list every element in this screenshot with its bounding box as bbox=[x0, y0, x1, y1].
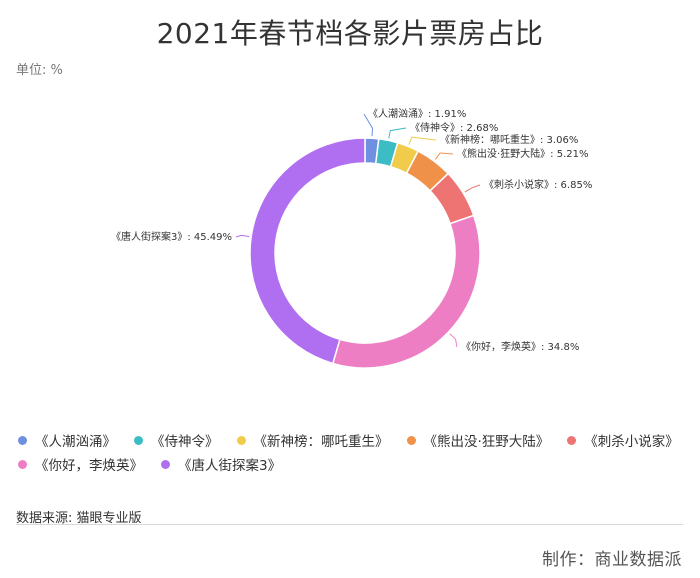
legend-item[interactable]: 《你好，李焕英》 bbox=[18, 454, 143, 474]
legend-row: 《你好，李焕英》 《唐人街探案3》 bbox=[18, 452, 698, 476]
legend-item[interactable]: 《新神榜：哪吒重生》 bbox=[236, 430, 389, 450]
legend-label: 《唐人街探案3》 bbox=[178, 458, 282, 474]
slice-7 bbox=[249, 137, 366, 365]
data-label-6: 《你好，李焕英》: 34.8% bbox=[461, 340, 579, 353]
legend-item[interactable]: 《人潮汹涌》 bbox=[18, 430, 116, 450]
legend-label: 《熊出没·狂野大陆》 bbox=[423, 434, 550, 450]
legend-marker bbox=[406, 435, 416, 445]
data-source: 数据来源: 猫眼专业版 bbox=[16, 511, 142, 526]
leader-line-3 bbox=[408, 136, 437, 145]
leader-line-5 bbox=[464, 184, 481, 193]
legend-marker bbox=[18, 435, 27, 445]
data-label-1: 《人潮汹涌》: 1.91% bbox=[368, 107, 466, 120]
chart-title: 2021年春节档各影片票房占比 bbox=[156, 17, 544, 50]
data-label-5: 《刺杀小说家》: 6.85% bbox=[484, 178, 592, 191]
legend-item[interactable]: 《熊出没·狂野大陆》 bbox=[406, 430, 550, 450]
legend-label: 《人潮汹涌》 bbox=[35, 434, 116, 450]
leader-line-1 bbox=[363, 113, 374, 137]
leader-line-6 bbox=[449, 333, 458, 348]
legend-marker bbox=[161, 459, 170, 469]
data-label-7: 《唐人街探案3》: 45.49% bbox=[111, 230, 232, 243]
legend-label: 《新神榜：哪吒重生》 bbox=[253, 434, 389, 450]
legend-label: 《你好，李焕英》 bbox=[35, 458, 143, 474]
legend-item[interactable]: 《侍神令》 bbox=[134, 430, 219, 450]
legend-marker bbox=[18, 459, 27, 469]
legend: 《人潮汹涌》 《侍神令》 《新神榜：哪吒重生》 《熊出没·狂野大陆》 《刺杀小说家》《你… bbox=[18, 428, 698, 476]
donut-chart: 《人潮汹涌》: 1.91%《侍神令》: 2.68%《新神榜：哪吒重生》: 3.0… bbox=[111, 107, 592, 369]
divider bbox=[16, 524, 683, 525]
legend-label: 《侍神令》 bbox=[151, 434, 219, 450]
leader-line-2 bbox=[388, 127, 407, 139]
unit-label: 单位: % bbox=[16, 63, 63, 78]
data-label-4: 《熊出没·狂野大陆》: 5.21% bbox=[457, 147, 589, 160]
legend-marker bbox=[236, 435, 246, 445]
legend-row: 《人潮汹涌》 《侍神令》 《新神榜：哪吒重生》 《熊出没·狂野大陆》 《刺杀小说家》 bbox=[18, 428, 698, 452]
legend-marker bbox=[134, 435, 143, 445]
leader-line-7 bbox=[235, 234, 250, 238]
data-label-2: 《侍神令》: 2.68% bbox=[410, 121, 498, 134]
legend-label: 《刺杀小说家》 bbox=[584, 434, 679, 450]
slice-6 bbox=[331, 214, 481, 369]
maker-credit: 制作：商业数据派 bbox=[542, 550, 682, 570]
data-label-3: 《新神榜：哪吒重生》: 3.06% bbox=[440, 133, 578, 146]
leader-line-4 bbox=[434, 152, 454, 160]
legend-item[interactable]: 《唐人街探案3》 bbox=[161, 454, 281, 474]
legend-item[interactable]: 《刺杀小说家》 bbox=[567, 430, 679, 450]
legend-marker bbox=[567, 435, 577, 445]
